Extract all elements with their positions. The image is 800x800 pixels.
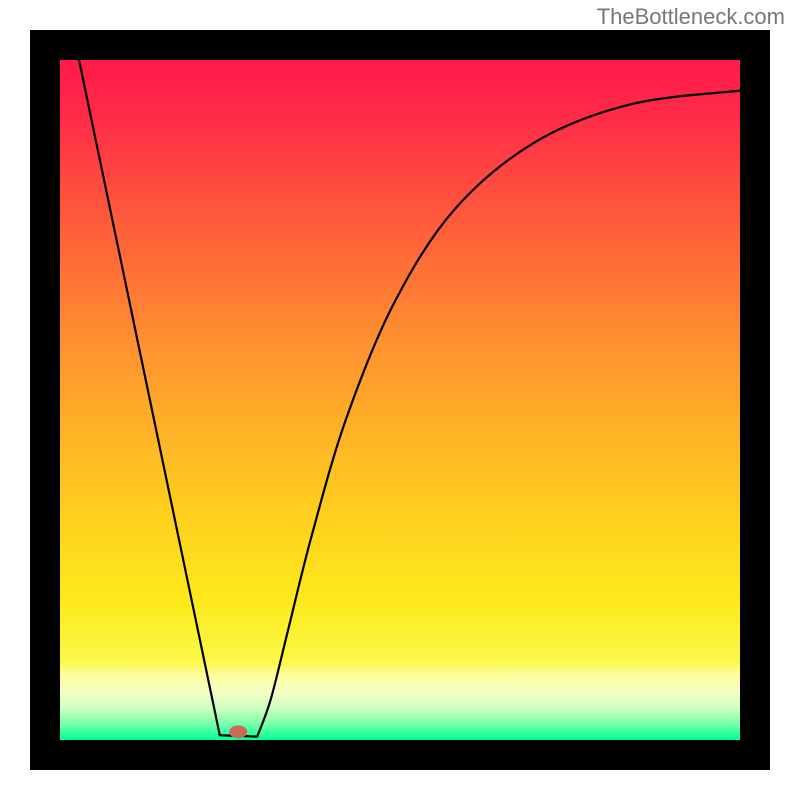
frame-border [30, 30, 770, 60]
optimal-marker [229, 725, 247, 738]
bottleneck-chart [0, 0, 800, 800]
chart-container: { "canvas": { "width": 800, "height": 80… [0, 0, 800, 800]
frame-border [30, 740, 770, 770]
plot-background [60, 60, 740, 740]
frame-border [740, 30, 770, 770]
frame-border [30, 30, 60, 770]
watermark-text: TheBottleneck.com [597, 4, 785, 30]
